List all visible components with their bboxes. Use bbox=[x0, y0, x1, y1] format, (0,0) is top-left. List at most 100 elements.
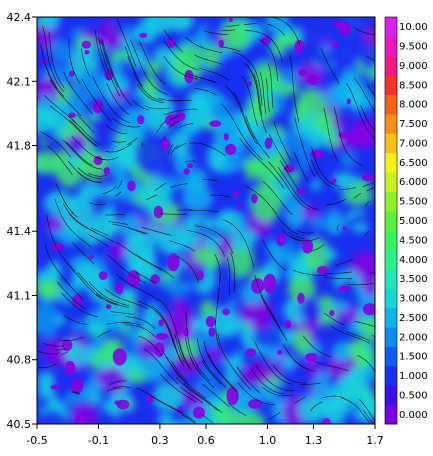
colorbar-segment bbox=[385, 36, 397, 57]
streamline bbox=[300, 382, 321, 385]
streamline bbox=[362, 181, 375, 187]
colorbar-segment bbox=[385, 210, 397, 231]
streamline bbox=[233, 51, 263, 106]
streamline bbox=[58, 336, 84, 341]
streamline bbox=[197, 338, 227, 388]
streamline bbox=[195, 225, 234, 254]
colorbar-segment bbox=[385, 288, 397, 309]
minimum-patch bbox=[250, 278, 265, 294]
streamline bbox=[185, 312, 211, 382]
y-tick-label: 40.5 bbox=[7, 418, 32, 431]
streamline bbox=[163, 56, 198, 80]
colorbar-label: 7.500 bbox=[399, 119, 428, 130]
colorbar-segment bbox=[385, 307, 397, 328]
streamline bbox=[108, 221, 129, 225]
x-tick-label: 0.6 bbox=[197, 434, 215, 447]
streamline bbox=[102, 186, 117, 194]
minimum-patch bbox=[284, 320, 292, 329]
streamline bbox=[321, 395, 345, 399]
streamline bbox=[290, 235, 320, 242]
streamline bbox=[156, 125, 163, 133]
minimum-patch bbox=[98, 271, 108, 280]
streamline bbox=[112, 386, 131, 389]
minimum-patch bbox=[186, 163, 194, 169]
streamline bbox=[227, 258, 231, 296]
minimum-patch bbox=[155, 332, 169, 341]
streamline bbox=[335, 258, 354, 266]
colorbar-segment bbox=[385, 191, 397, 212]
colorbar-segment bbox=[385, 75, 397, 96]
streamline bbox=[225, 24, 240, 27]
streamline bbox=[106, 321, 131, 325]
streamline bbox=[239, 138, 285, 189]
colorbar-label: 3.000 bbox=[399, 294, 428, 305]
minimum-patch bbox=[139, 32, 148, 38]
minimum-patch bbox=[165, 114, 179, 127]
minimum-patch bbox=[264, 137, 273, 149]
minimum-patch bbox=[103, 167, 111, 175]
minimum-patch bbox=[154, 342, 165, 357]
minimum-patch bbox=[205, 315, 216, 328]
streamline bbox=[209, 194, 231, 198]
streamline bbox=[346, 331, 370, 341]
streamline bbox=[363, 230, 370, 237]
minimum-patch bbox=[72, 295, 83, 307]
streamline bbox=[336, 224, 339, 231]
streamline bbox=[57, 281, 86, 310]
minimum-patch bbox=[342, 226, 347, 231]
streamline bbox=[69, 119, 99, 147]
minimum-patch bbox=[64, 360, 76, 376]
streamline bbox=[268, 411, 281, 420]
streamline bbox=[138, 335, 163, 357]
streamline bbox=[203, 30, 229, 35]
streamline bbox=[144, 105, 170, 110]
x-tick-label: 1.3 bbox=[305, 434, 323, 447]
streamline bbox=[171, 360, 188, 383]
streamline bbox=[244, 30, 283, 63]
y-tick-label: 42.1 bbox=[7, 75, 32, 88]
streamline bbox=[98, 36, 121, 96]
streamline bbox=[97, 330, 111, 338]
streamline bbox=[320, 48, 340, 84]
minimum-patch bbox=[228, 17, 233, 23]
streamline bbox=[63, 278, 84, 300]
colorbar-segment bbox=[385, 365, 397, 386]
streamline bbox=[288, 231, 306, 239]
streamline bbox=[354, 192, 362, 199]
minimum-patch bbox=[115, 283, 124, 295]
streamline bbox=[311, 159, 335, 189]
streamline bbox=[116, 18, 137, 68]
colorbar-label: 4.000 bbox=[399, 255, 428, 266]
streamline bbox=[71, 391, 79, 395]
streamline bbox=[337, 187, 356, 190]
streamline bbox=[241, 75, 258, 126]
minimum-patch bbox=[301, 238, 314, 254]
streamline bbox=[279, 160, 299, 191]
streamline bbox=[177, 256, 199, 284]
minimum-patch bbox=[332, 43, 340, 49]
minimum-patch bbox=[192, 406, 205, 419]
streamline bbox=[105, 213, 125, 216]
streamline bbox=[175, 376, 219, 412]
minimum-patch bbox=[209, 120, 222, 127]
streamline bbox=[81, 79, 112, 122]
streamline bbox=[42, 25, 64, 92]
streamline bbox=[159, 213, 186, 215]
streamline bbox=[292, 269, 328, 276]
streamline bbox=[347, 282, 375, 286]
streamline bbox=[137, 84, 165, 104]
minimum-patch bbox=[51, 242, 65, 252]
streamline bbox=[141, 227, 172, 236]
streamline bbox=[186, 72, 217, 84]
streamline bbox=[40, 44, 58, 90]
streamline bbox=[88, 281, 130, 307]
streamline bbox=[155, 182, 167, 191]
streamline bbox=[106, 299, 129, 308]
minimum-patch bbox=[260, 36, 271, 45]
streamline bbox=[136, 387, 184, 414]
streamline bbox=[265, 78, 270, 112]
streamline bbox=[67, 160, 103, 183]
streamline bbox=[124, 324, 156, 338]
streamline bbox=[202, 384, 231, 408]
streamline bbox=[251, 369, 285, 395]
